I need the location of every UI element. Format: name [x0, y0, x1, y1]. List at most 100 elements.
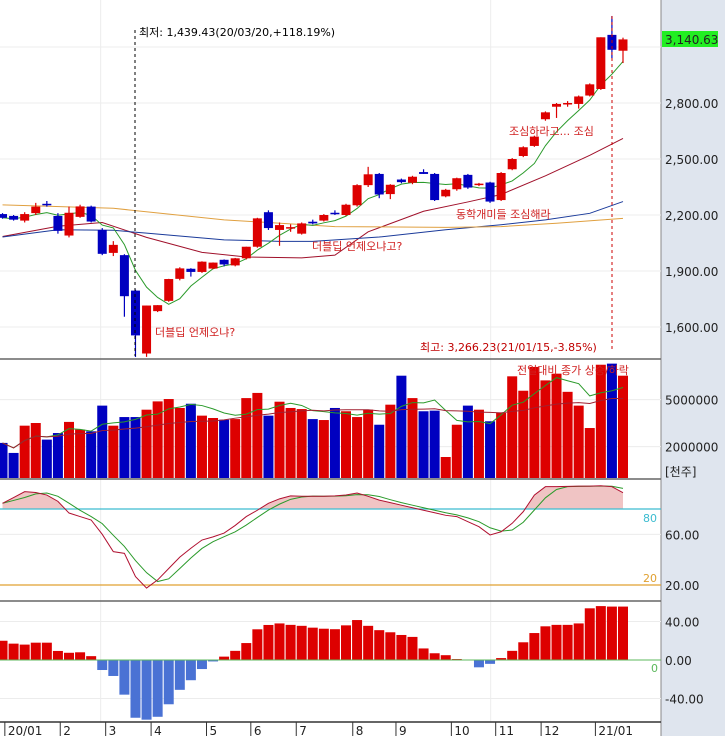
candle-body — [452, 178, 462, 190]
note-annotation-2: 동학개미들 조심해라 — [456, 207, 551, 221]
volume-bar — [584, 428, 595, 478]
grid — [0, 0, 661, 722]
volume-bar — [318, 420, 329, 478]
volume-bar — [473, 409, 484, 478]
macd-bar — [584, 608, 595, 660]
price-axis-label: 2,800.00 — [665, 97, 718, 111]
volume-bar — [119, 417, 130, 478]
candle-body — [241, 246, 251, 259]
candlesticks — [0, 15, 628, 357]
volume-bar — [97, 405, 108, 478]
macd-zero-label: 0 — [651, 662, 658, 675]
volume-bar — [174, 407, 185, 478]
candle-body — [385, 184, 395, 195]
macd-bar — [473, 660, 484, 668]
volume-bar — [196, 415, 207, 478]
volume-bar — [274, 401, 285, 478]
high-annotation: 최고: 3,266.23(21/01/15,-3.85%) — [420, 341, 597, 354]
x-axis-label: 21/01 — [598, 724, 633, 736]
macd-bar — [329, 629, 340, 660]
volume-bar — [618, 375, 628, 478]
volume-bar — [540, 380, 551, 478]
candle-body — [596, 37, 606, 89]
x-axis-label: 9 — [399, 724, 407, 736]
volume-bar — [518, 390, 529, 478]
candle-body — [297, 223, 307, 234]
candle-body — [153, 305, 163, 312]
macd-bar — [97, 660, 108, 671]
candle-body — [319, 215, 329, 221]
low-annotation: 최저: 1,439.43(20/03/20,+118.19%) — [139, 26, 335, 39]
candle-body — [518, 147, 528, 157]
candle-body — [9, 215, 19, 220]
ma-line-ma5 — [2, 61, 624, 305]
stochastic-panel: 80 20 — [0, 485, 661, 589]
candle-body — [419, 172, 429, 174]
x-axis-label: 4 — [154, 724, 162, 736]
x-axis-label: 5 — [210, 724, 218, 736]
macd-bar — [119, 660, 130, 695]
volume-bar — [606, 363, 617, 478]
volume-bar — [418, 411, 429, 478]
axis-labels: 1,600.00 1,900.00 2,200.00 2,500.00 2,800.00… — [4, 97, 718, 736]
macd-bar — [0, 640, 8, 660]
macd-bar — [130, 660, 141, 718]
stoch-overbought-fill — [2, 485, 623, 509]
candle-body — [552, 103, 562, 107]
macd-bar — [496, 658, 507, 660]
candle-body — [230, 258, 240, 266]
volume-bar — [0, 442, 8, 478]
macd-bar — [64, 652, 74, 660]
macd-bar — [86, 656, 97, 660]
volume-bar — [130, 417, 141, 478]
volume-bar — [241, 398, 252, 478]
macd-axis-label: -40.00 — [665, 693, 704, 707]
volume-bar — [496, 412, 507, 478]
macd-bar — [363, 625, 374, 660]
price-axis-label: 1,900.00 — [665, 265, 718, 279]
candle-body — [86, 206, 96, 222]
candle-body — [175, 268, 185, 279]
macd-bar — [341, 625, 351, 660]
candle-body — [0, 214, 8, 218]
macd-bar — [540, 626, 551, 660]
volume-bar — [573, 405, 584, 478]
volume-bar — [562, 391, 573, 478]
macd-bar — [396, 634, 407, 660]
volume-unit-label: [천주] — [665, 464, 696, 479]
macd-bar — [163, 660, 174, 705]
macd-bar — [141, 660, 152, 720]
volume-bar — [341, 411, 351, 478]
macd-bar — [618, 606, 628, 660]
macd-bar — [274, 623, 285, 660]
macd-bar — [75, 652, 86, 660]
volume-bar — [52, 433, 63, 478]
volume-bar — [396, 375, 407, 478]
candle-body — [507, 159, 517, 170]
volume-bar — [64, 421, 74, 478]
candle-body — [208, 262, 218, 269]
candle-body — [308, 221, 318, 224]
volume-bar — [163, 399, 174, 478]
volume-bar — [352, 417, 363, 478]
ma-line-ma20 — [2, 138, 624, 259]
candle-body — [330, 212, 340, 215]
macd-bar — [595, 606, 606, 660]
candle-body — [142, 305, 152, 354]
macd-bar — [30, 642, 41, 660]
stoch-level-20-label: 20 — [643, 572, 657, 585]
macd-bar — [185, 660, 196, 681]
volume-bar — [407, 398, 418, 478]
volume-ma20-line — [2, 397, 623, 449]
volume-bar — [363, 409, 374, 478]
candle-body — [374, 173, 384, 195]
candle-body — [252, 218, 262, 247]
x-axis-label: 7 — [299, 724, 307, 736]
macd-bar — [19, 644, 30, 660]
candle-body — [430, 173, 440, 201]
candle-body — [186, 268, 196, 272]
volume-bars — [0, 363, 628, 478]
candle-body — [97, 229, 107, 254]
x-axis-label: 10 — [454, 724, 469, 736]
